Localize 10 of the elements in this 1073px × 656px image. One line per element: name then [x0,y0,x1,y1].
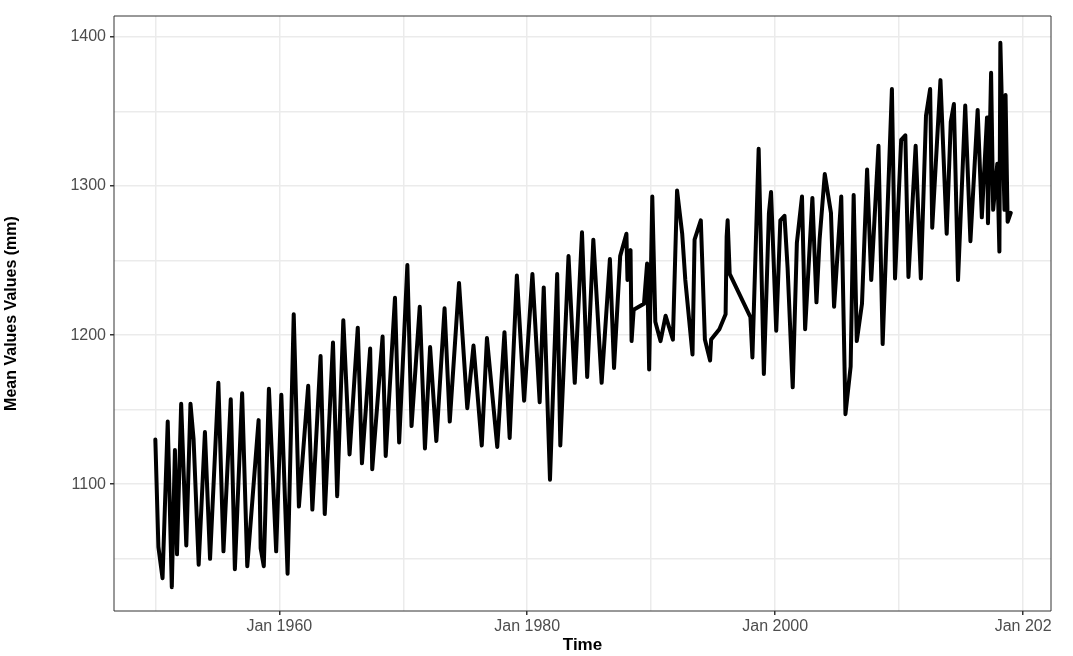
x-axis-title: Time [562,635,603,655]
y-tick-label: 1300 [70,176,107,194]
x-tick-label: Jan 1960 [246,617,313,635]
y-tick-label: 1400 [70,27,107,45]
y-axis-title: Mean Values Values (mm) [2,216,20,411]
y-tick-label: 1100 [71,474,107,492]
x-tick-label: Jan 2000 [742,617,809,635]
x-tick-label: Jan 202 [994,617,1052,635]
y-tick-label: 1200 [70,325,107,343]
x-tick-label: Jan 1980 [494,617,561,635]
